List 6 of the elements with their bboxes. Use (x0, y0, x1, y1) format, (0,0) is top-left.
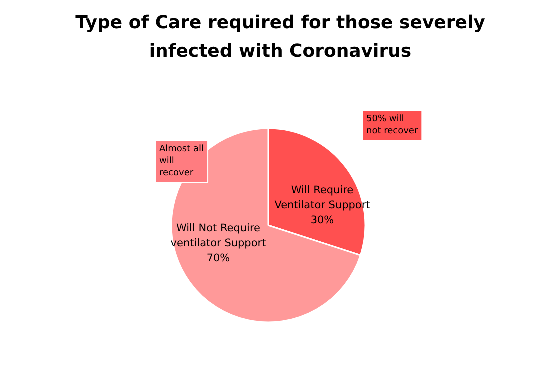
chart-title: Type of Care required for those severely infected with Coronavirus (76, 12, 486, 62)
data-label: 30% (310, 214, 334, 226)
slice-label: Will Not Require ventilator Support (170, 222, 266, 250)
text: 50% will not recover (366, 114, 418, 136)
text: Almost all will recover (160, 144, 204, 178)
data-label: 70% (206, 252, 230, 264)
